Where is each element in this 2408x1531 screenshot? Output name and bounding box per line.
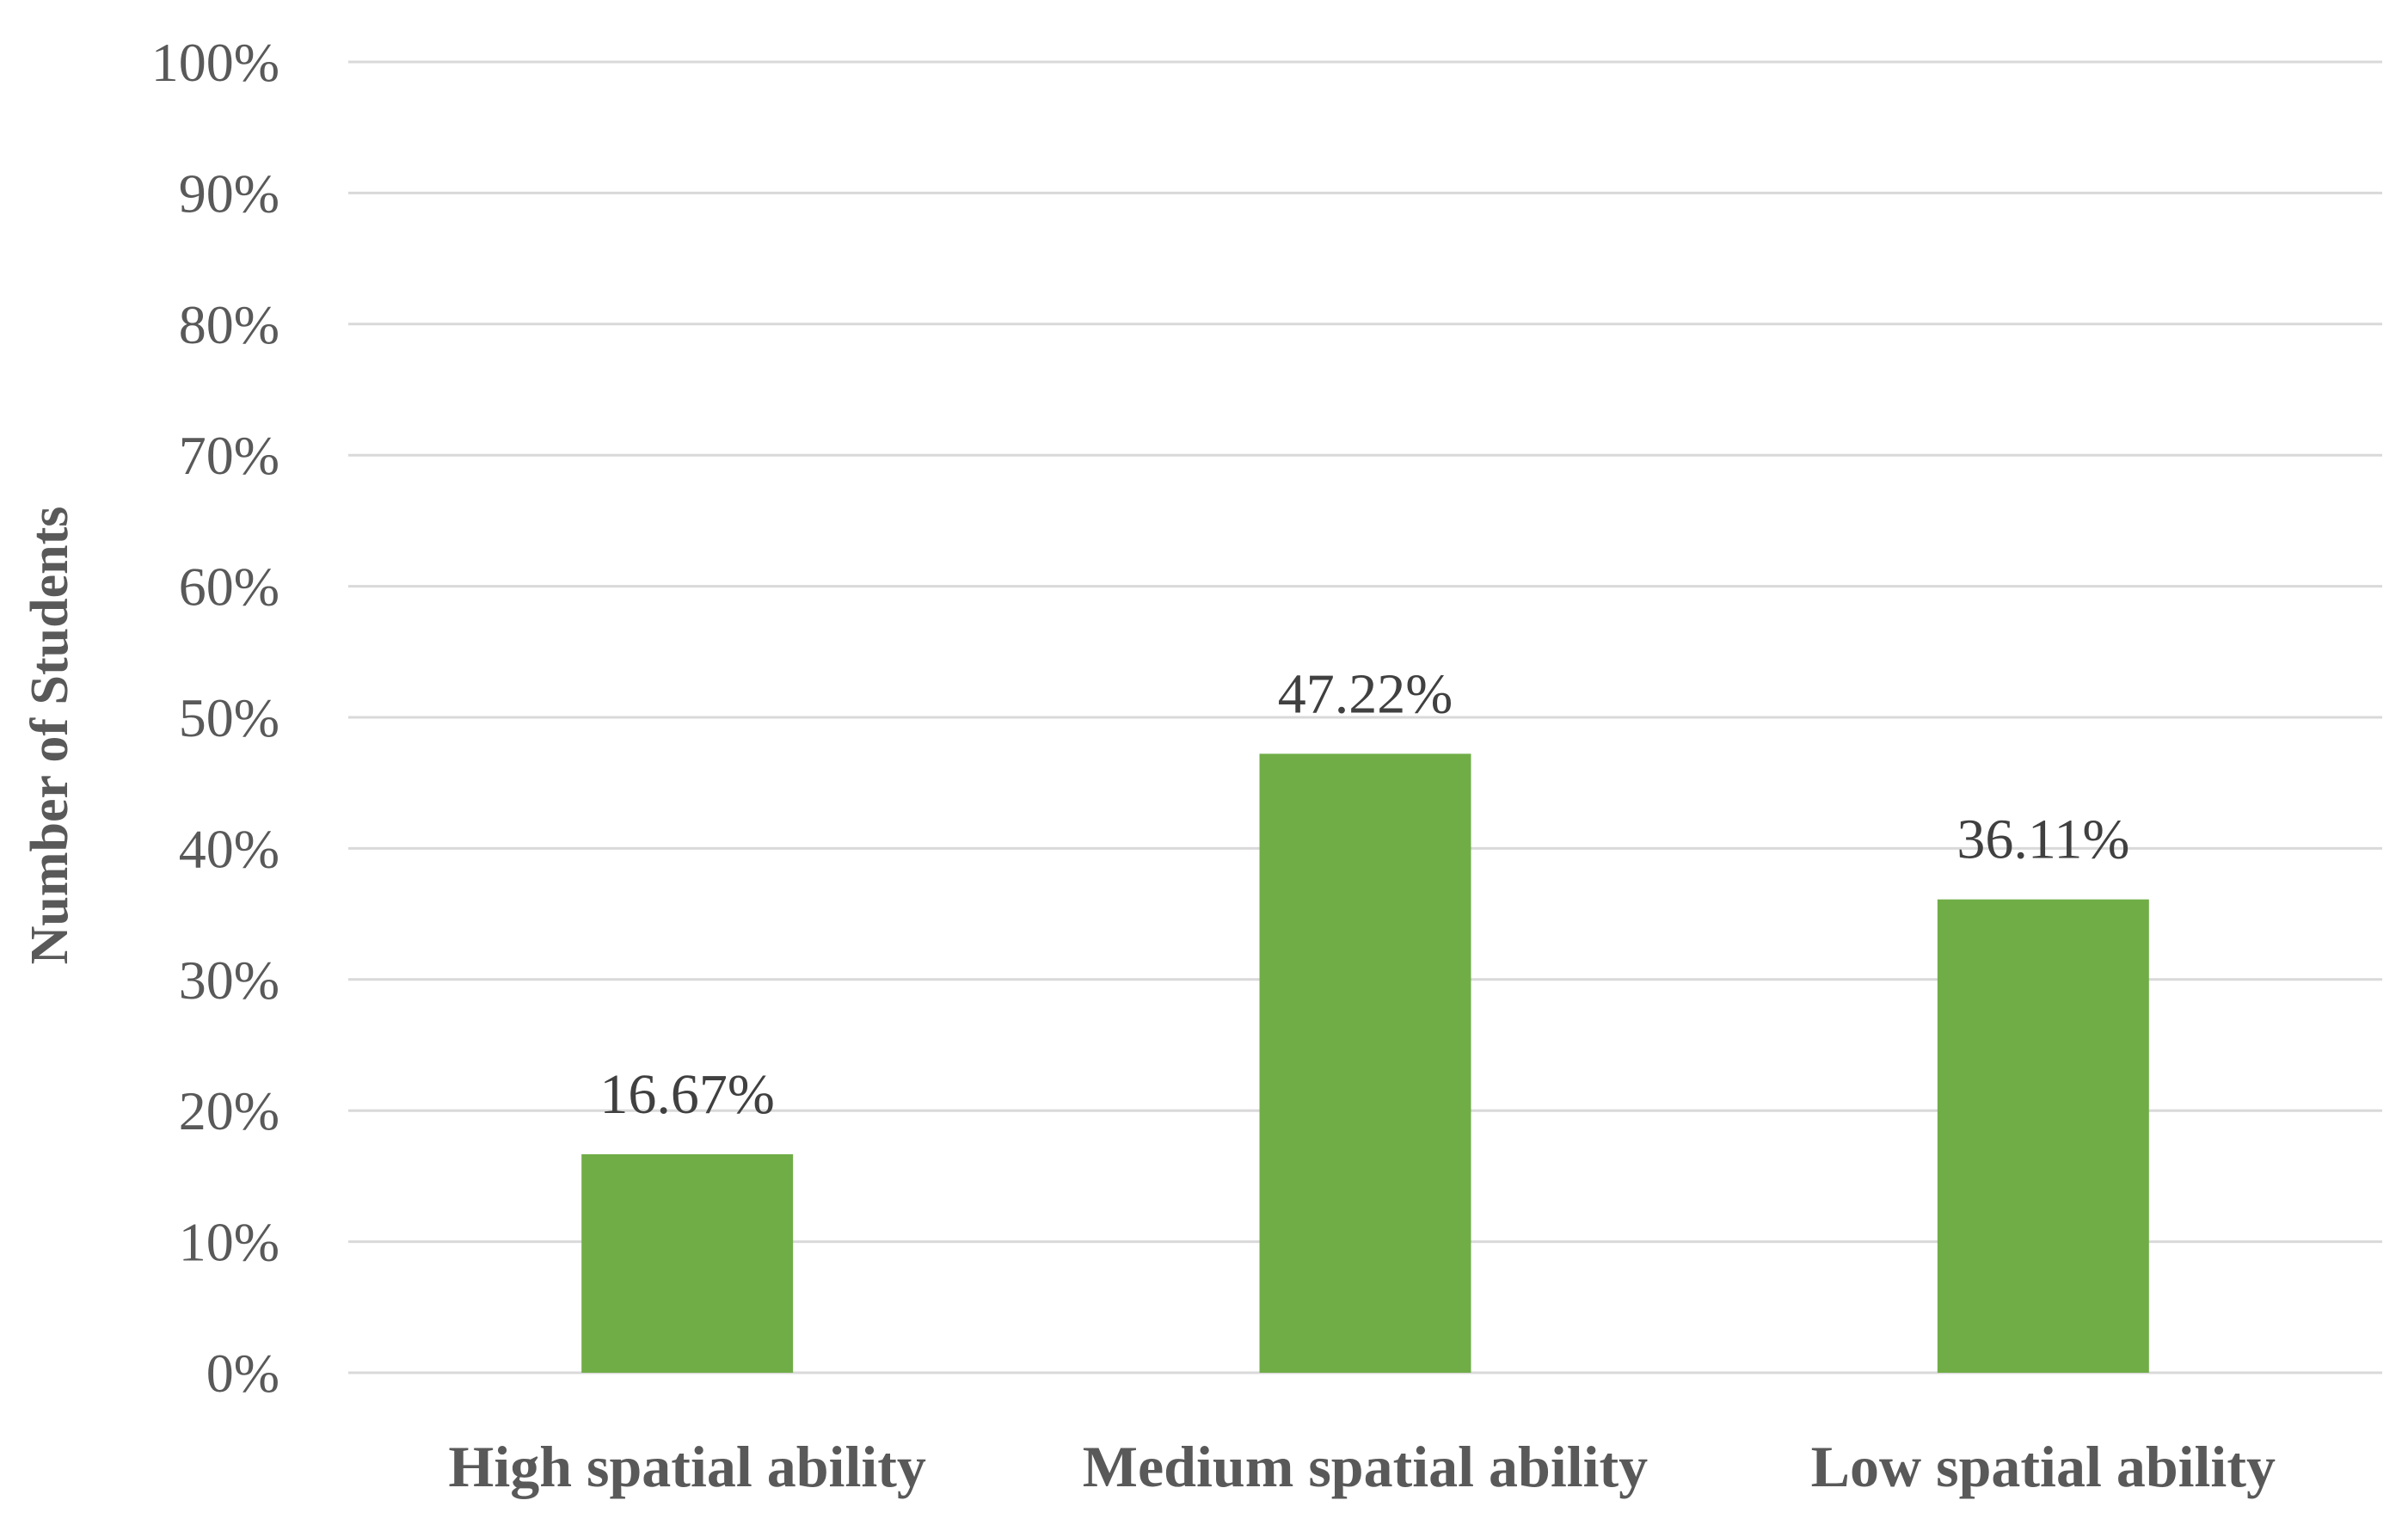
data-labels: 16.67% 47.22% 36.11%	[599, 662, 2129, 1126]
y-tick-label: 60%	[179, 556, 280, 618]
data-label: 36.11%	[1956, 809, 2129, 871]
x-category-label: High spatial ability	[448, 1434, 925, 1499]
data-label: 16.67%	[599, 1063, 774, 1126]
bars	[581, 753, 2149, 1373]
y-tick-label: 70%	[179, 425, 280, 486]
y-tick-label: 90%	[179, 163, 280, 224]
bar-1	[1259, 753, 1471, 1373]
y-tick-label: 50%	[179, 687, 280, 748]
y-axis-ticks: 0% 10% 20% 30% 40% 50% 60% 70% 80% 90% 100%	[151, 32, 280, 1404]
y-tick-label: 10%	[179, 1212, 280, 1273]
y-tick-label: 80%	[179, 294, 280, 355]
data-label: 47.22%	[1278, 662, 1453, 725]
y-tick-label: 100%	[151, 32, 280, 93]
y-tick-label: 20%	[179, 1080, 280, 1141]
x-category-label: Low spatial ability	[1811, 1434, 2276, 1499]
y-axis-title: Number of Students	[21, 507, 79, 965]
bar-2	[1937, 899, 2149, 1373]
x-category-label: Medium spatial ability	[1083, 1434, 1648, 1499]
y-tick-label: 40%	[179, 818, 280, 879]
y-tick-label: 30%	[179, 950, 280, 1011]
bar-0	[581, 1153, 794, 1373]
y-tick-label: 0%	[206, 1343, 280, 1404]
x-axis-categories: High spatial ability Medium spatial abili…	[448, 1434, 2276, 1499]
